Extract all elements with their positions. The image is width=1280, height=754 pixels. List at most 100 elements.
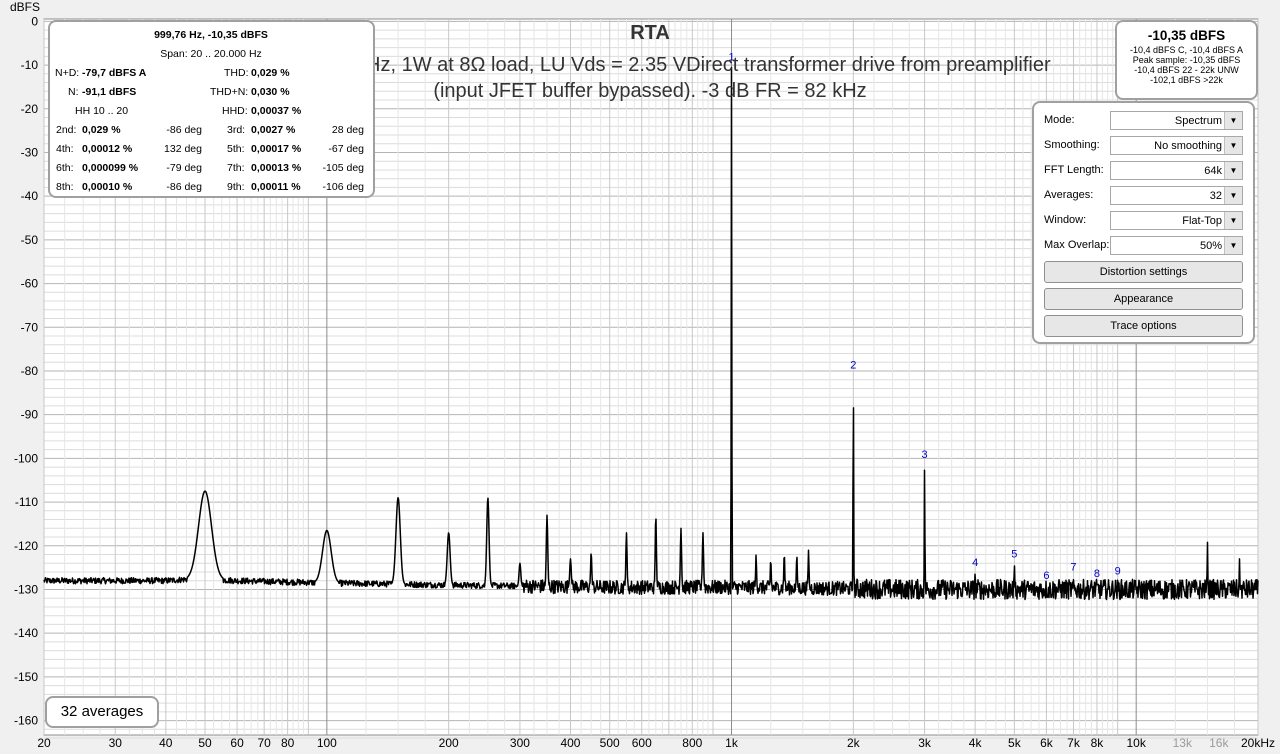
harm-phase: -105 deg (322, 162, 364, 174)
harm-label: 7th: (227, 162, 245, 174)
x-tick-label: 20kHz (1241, 736, 1275, 750)
harm-value: 0,000099 % (82, 162, 139, 174)
window-label: Window: (1044, 214, 1087, 226)
averages-badge: 32 averages (45, 696, 159, 728)
harm-label: 4th: (56, 143, 74, 155)
harmonic-marker-label: 6 (1043, 570, 1049, 582)
x-tick-labels: 20 30 40 50 60 70 80 100 200 300 400 500 600 800 1k 2k 3… (37, 736, 1275, 750)
y-tick-label: -120 (14, 539, 38, 553)
control-mode: Mode: Spectrum ▼ (1042, 111, 1248, 131)
window-select[interactable]: Flat-Top ▼ (1110, 211, 1243, 230)
x-tick-label: 30 (109, 736, 123, 750)
harm-label: 9th: (227, 181, 245, 193)
y-axis-label: dBFS (10, 0, 40, 14)
harm-value: 0,00011 % (251, 181, 301, 193)
smoothing-label: Smoothing: (1044, 139, 1100, 151)
harm-value: 0,00017 % (251, 143, 302, 155)
thdn-label: THD+N: (210, 86, 249, 98)
x-tick-label: 200 (439, 736, 459, 750)
fft-length-select[interactable]: 64k ▼ (1110, 161, 1243, 180)
averages-value: 32 (1209, 190, 1222, 202)
chart-subtitle-line-1: Distortion 1 kHz, 1W at 8Ω load, LU Vds … (249, 54, 1051, 76)
y-tick-label: -50 (21, 233, 39, 247)
harm-value: 0,0027 % (251, 124, 296, 136)
chevron-down-icon[interactable]: ▼ (1224, 212, 1242, 229)
level-line: -10,4 dBFS C, -10,4 dBFS A (1129, 45, 1244, 55)
chevron-down-icon[interactable]: ▼ (1224, 112, 1242, 129)
x-tick-label: 4k (969, 736, 983, 750)
chevron-down-icon[interactable]: ▼ (1224, 237, 1242, 254)
y-tick-label: -60 (21, 277, 39, 291)
y-tick-label: 0 (31, 14, 38, 28)
harm-phase: -106 deg (322, 181, 364, 193)
x-tick-label: 40 (159, 736, 173, 750)
controls-panel: Mode: Spectrum ▼ Smoothing: No smoothing ▼… (1032, 101, 1255, 344)
chart-subtitle-line-2: (input JFET buffer bypassed). -3 dB FR =… (433, 80, 867, 102)
fft-length-value: 64k (1204, 165, 1222, 177)
x-tick-label: 500 (600, 736, 620, 750)
x-tick-label: 400 (560, 736, 580, 750)
hhd-label: HHD: (222, 105, 248, 117)
level-panel: -10,35 dBFS -10,4 dBFS C, -10,4 dBFS A P… (1115, 20, 1258, 100)
chevron-down-icon[interactable]: ▼ (1224, 187, 1242, 204)
mode-label: Mode: (1044, 114, 1075, 126)
x-tick-label: 800 (682, 736, 702, 750)
mode-select[interactable]: Spectrum ▼ (1110, 111, 1243, 130)
smoothing-select[interactable]: No smoothing ▼ (1110, 136, 1243, 155)
appearance-button[interactable]: Appearance (1044, 288, 1243, 310)
y-tick-label: -100 (14, 451, 38, 465)
harm-label: 3rd: (227, 124, 246, 136)
harmonic-marker-label: 2 (850, 359, 856, 371)
y-tick-label: -10 (21, 58, 39, 72)
max-overlap-label: Max Overlap: (1044, 239, 1110, 251)
level-line: -102,1 dBFS >22k (1150, 75, 1223, 85)
y-tick-label: -160 (14, 714, 38, 728)
harmonic-marker-label: 5 (1011, 548, 1017, 560)
harm-phase: -67 deg (328, 143, 364, 155)
harm-value: 0,00013 % (251, 162, 302, 174)
x-tick-label: 10k (1127, 736, 1147, 750)
x-tick-label: 70 (257, 736, 271, 750)
x-tick-label: 20 (37, 736, 51, 750)
harmonic-marker-label: 7 (1070, 561, 1076, 573)
y-tick-label: -70 (21, 320, 39, 334)
thd-label: THD: (224, 67, 249, 79)
x-tick-label: 100 (317, 736, 337, 750)
x-tick-label: 300 (510, 736, 530, 750)
averages-select[interactable]: 32 ▼ (1110, 186, 1243, 205)
max-overlap-value: 50% (1199, 240, 1222, 252)
harm-label: 8th: (56, 181, 74, 193)
chevron-down-icon[interactable]: ▼ (1224, 162, 1242, 179)
x-tick-label: 5k (1008, 736, 1022, 750)
control-max-overlap: Max Overlap: 50% ▼ (1042, 236, 1248, 256)
smoothing-value: No smoothing (1154, 140, 1222, 152)
y-tick-label: -110 (15, 495, 38, 509)
n-label: N: (68, 86, 79, 98)
x-tick-label: 50 (198, 736, 212, 750)
y-tick-label: -80 (21, 364, 39, 378)
nd-value: -79,7 dBFS A (82, 67, 147, 79)
y-tick-labels: 0 -10 -20 -30 -40 -50 -60 -70 -80 -90 -100 -110 -120… (14, 14, 38, 727)
level-main-value: -10,35 dBFS (1147, 28, 1226, 43)
harm-label: 5th: (227, 143, 245, 155)
harmonic-markers: 1 2 3 4 5 6 7 8 9 (728, 52, 1120, 583)
chevron-down-icon[interactable]: ▼ (1224, 137, 1242, 154)
x-tick-label: 8k (1091, 736, 1105, 750)
harm-phase: -86 deg (166, 181, 202, 193)
harm-label: 2nd: (56, 124, 77, 136)
distortion-settings-button[interactable]: Distortion settings (1044, 261, 1243, 283)
fft-length-label: FFT Length: (1044, 164, 1104, 176)
x-tick-label: 16k (1209, 736, 1229, 750)
harmonic-marker-label: 3 (922, 449, 928, 461)
control-fft-length: FFT Length: 64k ▼ (1042, 161, 1248, 181)
x-tick-label: 7k (1067, 736, 1081, 750)
x-tick-label: 600 (632, 736, 652, 750)
level-line: -10,4 dBFS 22 - 22k UNW (1134, 65, 1239, 75)
x-tick-label: 2k (847, 736, 861, 750)
y-tick-label: -20 (21, 102, 39, 116)
chart-subtitle: Distortion 1 kHz, 1W at 8Ω load, LU Vds … (0, 52, 1280, 104)
max-overlap-select[interactable]: 50% ▼ (1110, 236, 1243, 255)
harmonic-marker-label: 8 (1094, 568, 1100, 580)
trace-options-button[interactable]: Trace options (1044, 315, 1243, 337)
distortion-panel: 999,76 Hz, -10,35 dBFS Span: 20 .. 20.00… (48, 20, 375, 198)
